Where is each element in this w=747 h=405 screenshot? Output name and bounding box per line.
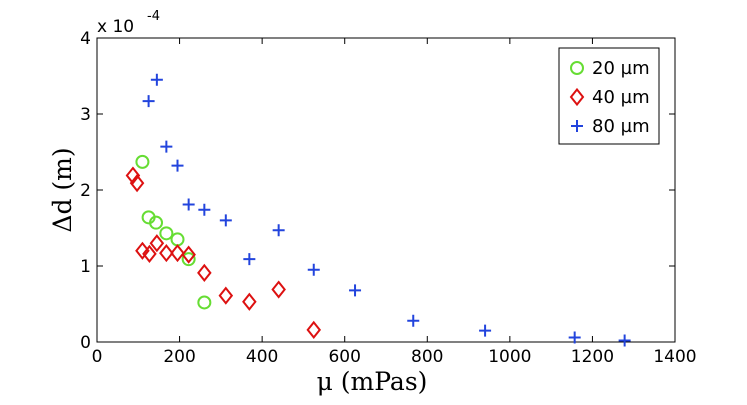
point-diamond-12 [306,320,322,339]
point-plus-14 [618,334,631,347]
data-marks [125,73,631,347]
point-plus-3 [171,159,184,172]
point-plus-13 [568,331,581,344]
legend-items: 20 µm 40 µm 80 µm [569,58,650,137]
x-axis-title: μ (mPas) [317,367,428,396]
legend-label-1: 40 µm [592,87,650,108]
y-axis-title: Δd (m) [48,147,77,232]
point-diamond-5 [159,243,174,263]
point-circle-3 [159,226,174,241]
x-tick-label-400: 400 [246,347,278,367]
legend-marker-diamond [569,87,585,107]
point-plus-2 [160,140,173,153]
point-plus-4 [182,198,195,211]
point-diamond-4 [149,234,165,253]
point-diamond-3 [142,244,157,263]
point-plus-7 [243,253,256,266]
legend-label-0: 20 µm [592,58,650,79]
point-plus-9 [307,263,320,276]
point-circle-2 [149,215,164,230]
point-diamond-0 [125,166,141,185]
point-plus-5 [198,203,211,216]
point-diamond-10 [242,292,257,311]
x-tick-label-0: 0 [92,347,103,367]
legend-marker-plus [571,120,583,132]
y-tick-label-1: 1 [80,257,91,277]
point-plus-12 [479,324,492,337]
point-diamond-1 [129,174,145,193]
y-tick-label-3: 3 [80,105,91,125]
y-multiplier-label: x 10 [97,17,134,37]
point-plus-0 [142,95,155,108]
x-tick-label-1400: 1400 [653,347,696,367]
point-circle-5 [181,252,196,267]
legend-box [558,47,660,145]
y-tick-label-4: 4 [80,29,91,49]
legend: 20 µm 40 µm 80 µm [558,47,660,145]
point-plus-6 [219,214,232,227]
point-plus-10 [349,284,362,297]
point-diamond-8 [197,263,212,282]
point-diamond-9 [218,286,234,305]
y-tick-label-0: 0 [80,333,91,353]
y-multiplier-exponent: -4 [147,9,160,24]
point-diamond-6 [170,243,185,263]
point-diamond-11 [271,280,286,299]
x-tick-label-200: 200 [163,347,195,367]
axis-ticks: 0 200 400 600 800 1000 1200 1400 0 1 2 3 4 [80,29,696,367]
point-plus-1 [150,73,163,86]
point-diamond-7 [181,245,196,264]
point-circle-6 [197,295,212,310]
point-diamond-2 [135,241,150,260]
x-tick-label-600: 600 [328,347,360,367]
point-plus-8 [272,224,285,237]
legend-marker-circle [570,61,584,75]
x-tick-label-800: 800 [411,347,443,367]
x-tick-label-1000: 1000 [488,347,531,367]
point-circle-0 [135,154,150,169]
point-plus-11 [407,314,420,327]
x-tick-label-1200: 1200 [571,347,614,367]
legend-label-2: 80 µm [592,116,650,137]
y-tick-label-2: 2 [80,181,91,201]
